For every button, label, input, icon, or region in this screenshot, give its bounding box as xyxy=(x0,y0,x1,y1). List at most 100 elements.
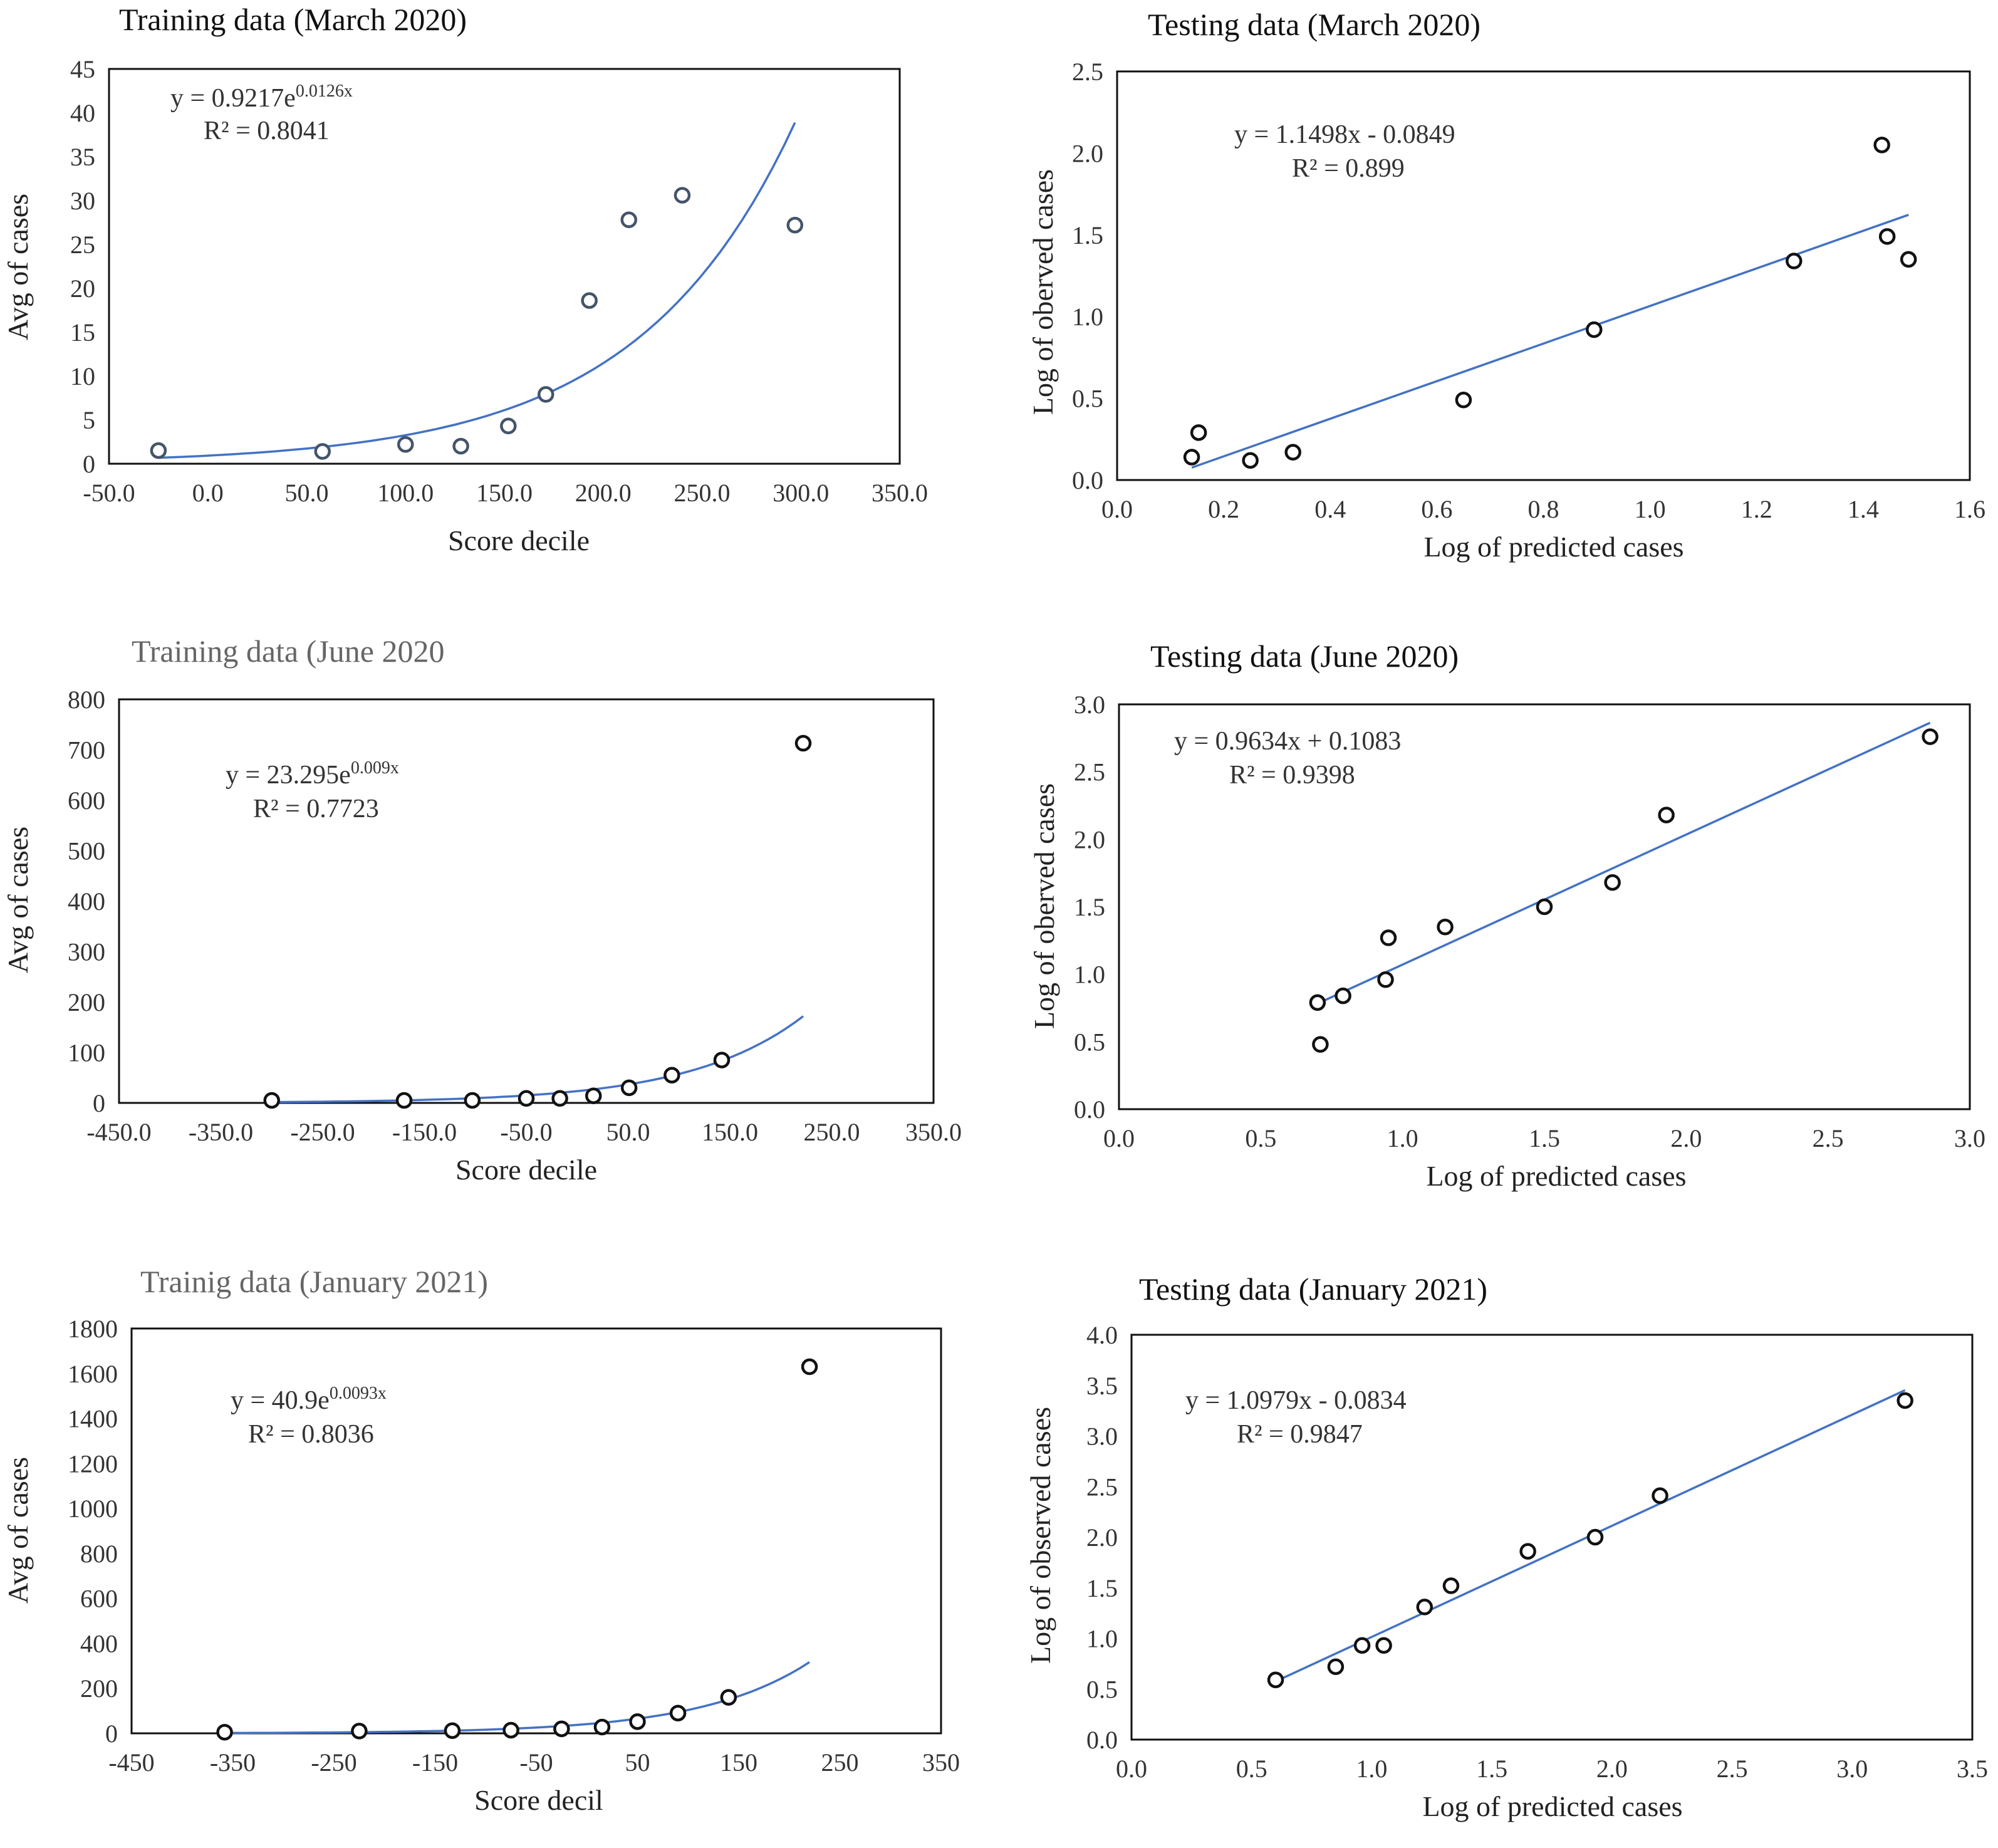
data-point xyxy=(620,211,638,229)
x-tick-label: 0.4 xyxy=(1314,495,1346,523)
x-axis-label: Log of predicted cases xyxy=(1426,1160,1686,1192)
data-point xyxy=(593,1718,611,1736)
equation-exponent: 0.0093x xyxy=(330,1384,387,1403)
y-tick-label: 0 xyxy=(105,1720,118,1748)
x-tick-label: 0.0 xyxy=(1101,495,1133,523)
data-point xyxy=(1519,1543,1536,1560)
x-tick-label: 150.0 xyxy=(702,1118,758,1146)
y-axis-label: Log of observed cases xyxy=(1024,1407,1056,1664)
r-squared-label: R² = 0.9847 xyxy=(1237,1420,1363,1449)
data-point xyxy=(629,1713,646,1730)
trendline xyxy=(1317,721,1931,1005)
x-tick-label: 250.0 xyxy=(674,479,731,507)
y-tick-label: 0.0 xyxy=(1072,466,1103,494)
x-tick-label: 2.0 xyxy=(1596,1755,1628,1783)
x-tick-label: 3.5 xyxy=(1957,1755,1988,1783)
data-point xyxy=(1375,1637,1392,1654)
data-point xyxy=(1437,919,1454,936)
x-tick-label: 0.5 xyxy=(1245,1124,1276,1152)
x-tick-label: -50.0 xyxy=(500,1118,552,1146)
chart-title: Testing data (March 2020) xyxy=(1148,7,1480,42)
data-point xyxy=(314,443,331,460)
x-tick-label: -150.0 xyxy=(392,1118,457,1146)
data-point xyxy=(581,292,598,309)
x-tick-label: 2.0 xyxy=(1670,1124,1702,1152)
y-tick-label: 1.5 xyxy=(1072,221,1103,249)
y-tick-label: 0.5 xyxy=(1072,385,1103,413)
y-tick-label: 35 xyxy=(70,143,95,171)
chart-panel-6: Testing data (January 2021) 0.0 0.5 1.0 1.5 2… xyxy=(1024,1271,1988,1822)
chart-panel-4: Testing data (June 2020) 0.0 0.5 1.0 1.5 2.0 2… xyxy=(1028,639,1985,1192)
y-tick-label: 2.0 xyxy=(1074,825,1105,854)
x-tick-label: 350.0 xyxy=(872,479,928,507)
data-point xyxy=(1309,994,1326,1011)
x-tick-label: 100.0 xyxy=(377,479,434,507)
y-tick-label: 0.0 xyxy=(1074,1095,1105,1124)
chart-panel-5: Trainig data (January 2021) 0 200 400 600 800… xyxy=(2,1264,960,1816)
x-tick-label: 150 xyxy=(720,1748,757,1777)
x-tick-label: 50.0 xyxy=(606,1118,650,1146)
y-tick-label: 1.5 xyxy=(1074,893,1105,921)
y-tick-label: 1600 xyxy=(68,1360,118,1388)
x-tick-label: 1.4 xyxy=(1848,495,1879,523)
x-tick-label: 0.0 xyxy=(192,479,224,507)
y-tick-label: 2.5 xyxy=(1074,758,1105,786)
y-tick-label: 1.0 xyxy=(1086,1625,1118,1653)
x-tick-label: 350.0 xyxy=(905,1118,962,1146)
y-tick-label: 400 xyxy=(80,1629,118,1657)
data-point xyxy=(1190,424,1207,441)
trendline-equation: y = 1.0979x - 0.0834 xyxy=(1185,1386,1407,1415)
data-point xyxy=(1353,1637,1371,1654)
x-tick-label: -250 xyxy=(311,1748,356,1777)
data-point xyxy=(1900,251,1917,268)
y-tick-label: 10 xyxy=(70,362,95,390)
r-squared-label: R² = 0.8041 xyxy=(204,117,330,145)
y-tick-label: 800 xyxy=(80,1540,118,1568)
data-point xyxy=(538,386,554,403)
y-tick-label: 4.0 xyxy=(1086,1321,1118,1349)
data-point xyxy=(397,436,414,453)
data-point xyxy=(1658,807,1675,823)
x-axis-label: Score decil xyxy=(474,1784,603,1816)
x-tick-label: 1.2 xyxy=(1741,495,1772,523)
x-axis-label: Log of predicted cases xyxy=(1423,531,1683,563)
x-tick-label: 300.0 xyxy=(773,479,829,507)
y-tick-label: 1200 xyxy=(68,1449,118,1478)
chart-title: Trainig data (January 2021) xyxy=(140,1264,488,1299)
x-tick-label: -350 xyxy=(210,1748,256,1777)
y-tick-label: 500 xyxy=(68,837,105,865)
data-point xyxy=(1267,1671,1284,1688)
trendline xyxy=(1191,214,1909,469)
y-tick-label: 20 xyxy=(70,274,95,303)
data-point xyxy=(1604,874,1621,891)
data-point xyxy=(1183,449,1200,466)
y-tick-label: 3.0 xyxy=(1086,1423,1118,1451)
data-point xyxy=(216,1723,233,1741)
data-point xyxy=(351,1723,368,1740)
plot-area-frame xyxy=(108,68,901,465)
data-point xyxy=(1335,987,1351,1005)
data-point xyxy=(669,1704,687,1721)
x-axis-label: Score decile xyxy=(448,525,590,556)
y-tick-label: 3.0 xyxy=(1074,691,1105,719)
data-point xyxy=(1586,321,1603,338)
x-tick-label: 0.5 xyxy=(1236,1755,1267,1783)
trendline-equation: y = 40.9e0.0093x xyxy=(231,1384,387,1415)
data-point xyxy=(585,1087,602,1104)
chart-title: Testing data (June 2020) xyxy=(1150,639,1459,674)
y-tick-label: 100 xyxy=(68,1039,105,1067)
x-tick-label: 1.0 xyxy=(1387,1124,1418,1152)
r-squared-label: R² = 0.7723 xyxy=(253,795,379,823)
data-point xyxy=(1536,898,1553,916)
y-axis-label: Avg of cases xyxy=(2,827,34,973)
chart-panel-2: Testing data (March 2020) 0.0 0.5 1.0 1.5 2.0… xyxy=(1027,7,1985,563)
y-tick-label: 1.0 xyxy=(1074,961,1105,989)
y-tick-label: 0.5 xyxy=(1086,1675,1118,1703)
x-tick-label: 3.0 xyxy=(1836,1755,1868,1783)
data-point xyxy=(551,1090,568,1107)
data-point xyxy=(794,734,812,752)
plot-area-frame xyxy=(130,1327,942,1735)
plot-area-frame xyxy=(1116,70,1971,481)
